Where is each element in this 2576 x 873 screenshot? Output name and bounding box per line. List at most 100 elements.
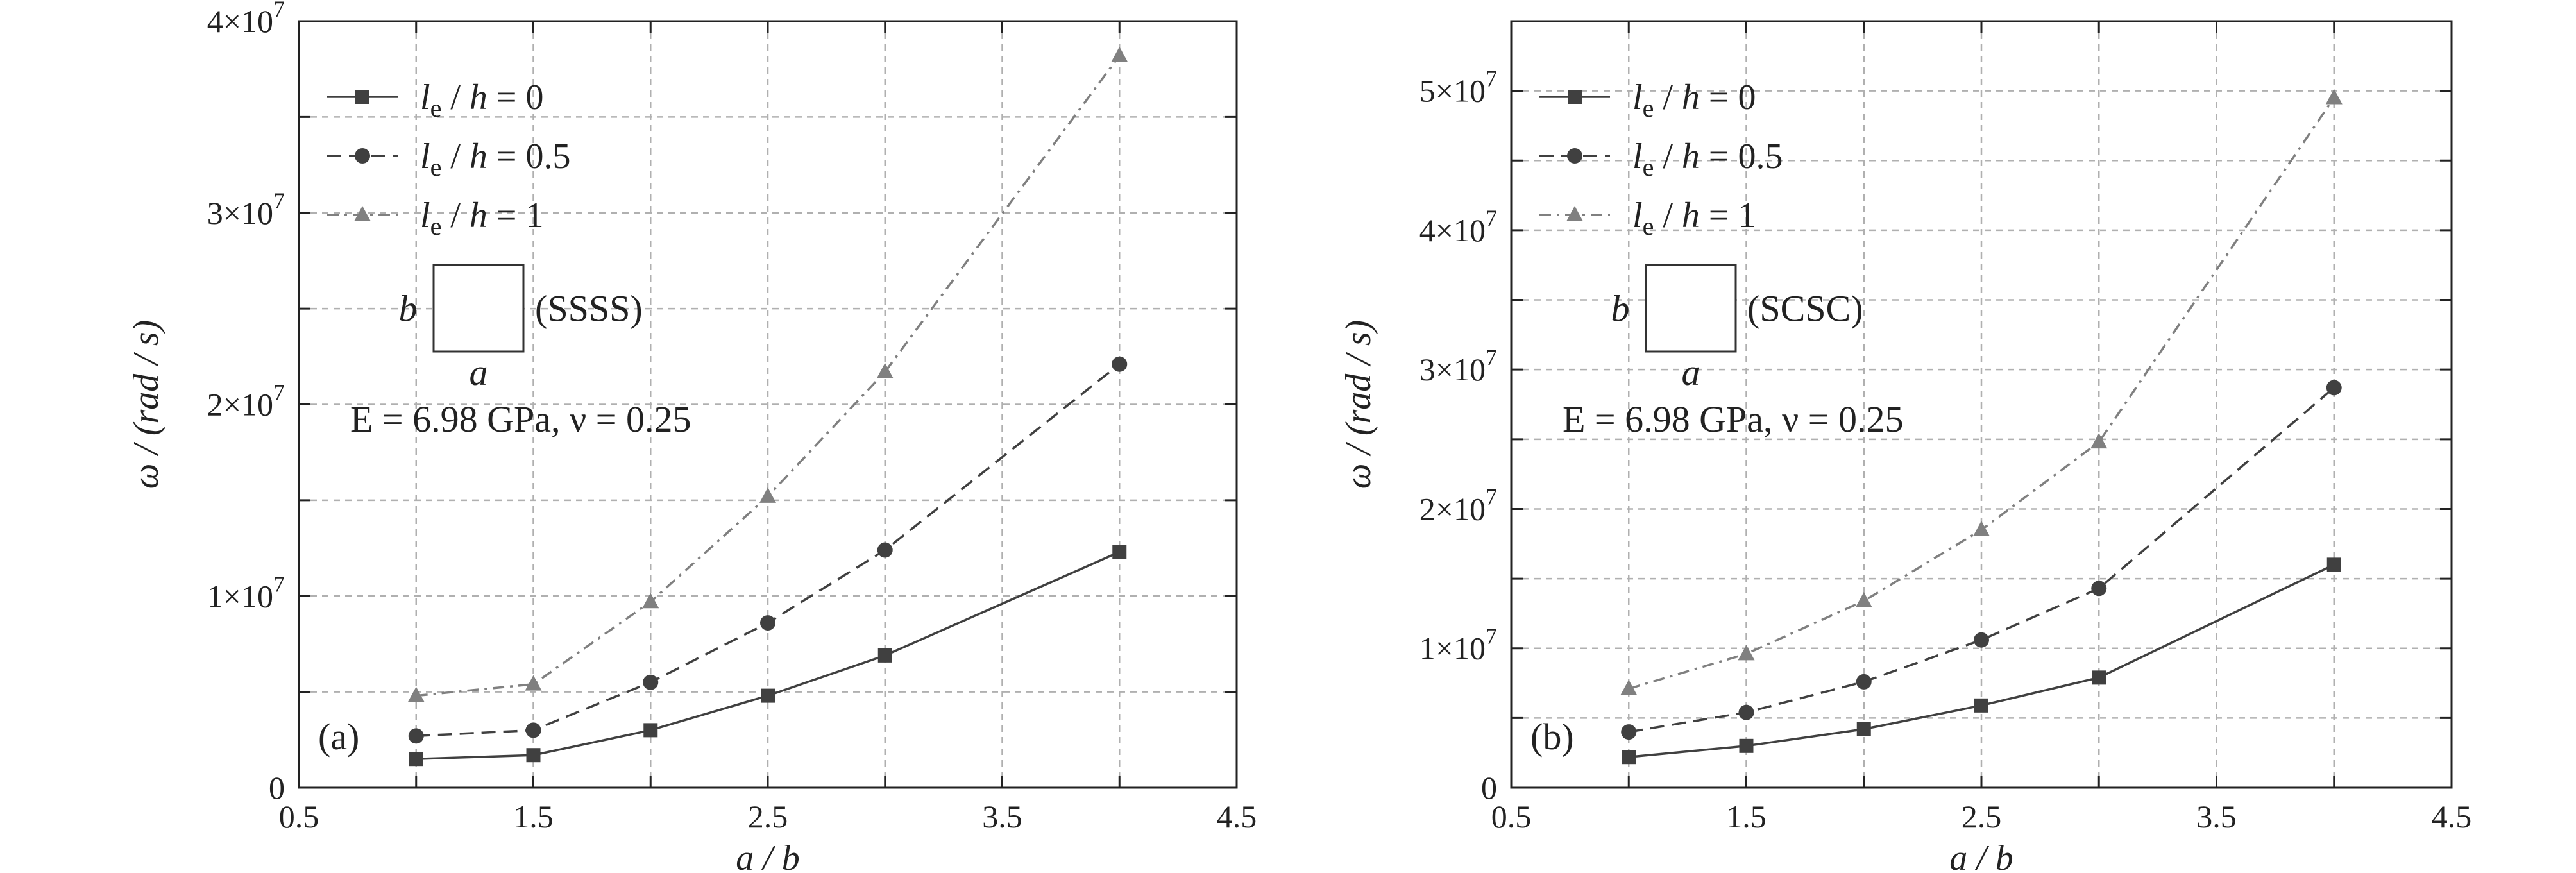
data-point	[876, 362, 894, 378]
x-axis-label: a / b	[736, 838, 800, 873]
y-tick-label: 3×107	[1419, 344, 1497, 387]
x-tick-label: 1.5	[1726, 799, 1767, 835]
data-point	[1738, 645, 1755, 661]
legend-label: le / h = 1	[1632, 196, 1756, 241]
legend-marker	[355, 90, 369, 104]
plate-side-a: a	[1682, 352, 1700, 393]
legend: le / h = 0 le / h = 0.5 le / h = 1	[1539, 78, 1783, 241]
plate-schematic	[432, 264, 525, 353]
y-tick-label: 3×107	[207, 188, 285, 231]
data-point	[409, 752, 423, 767]
data-point	[877, 648, 892, 663]
data-point	[1621, 724, 1637, 740]
legend-label: le / h = 0	[420, 78, 543, 123]
x-tick-label: 4.5	[1217, 799, 1257, 835]
series-line	[416, 55, 1121, 697]
plate-side-b: b	[1611, 288, 1630, 330]
data-point	[877, 542, 893, 558]
data-point	[1739, 738, 1754, 753]
series-line	[416, 550, 1120, 760]
series-2	[407, 46, 1128, 702]
series-line	[416, 363, 1121, 738]
plate-schematic	[1645, 264, 1737, 353]
legend-marker	[355, 148, 370, 164]
y-tick-label: 2×107	[207, 380, 285, 423]
legend-marker	[354, 206, 371, 221]
data-point	[526, 748, 541, 763]
data-point	[2091, 581, 2107, 597]
y-axis-label: ω / (rad / s)	[1339, 320, 1378, 489]
data-point	[525, 722, 541, 738]
ticks	[299, 21, 1237, 788]
y-axis-label: ω / (rad / s)	[126, 320, 166, 489]
y-tick-label: 2×107	[1419, 484, 1497, 527]
boundary-condition-label: (SSSS)	[535, 288, 643, 330]
x-tick-label: 2.5	[1962, 799, 2002, 835]
panel-label: (b)	[1530, 716, 1574, 758]
data-point	[525, 675, 542, 691]
data-point	[1112, 356, 1128, 372]
y-tick-label: 4×107	[207, 0, 285, 39]
series-line	[1628, 387, 2335, 733]
legend-label: le / h = 0	[1632, 78, 1756, 123]
series-2	[1620, 89, 2343, 695]
plate-side-b: b	[399, 288, 418, 330]
x-tick-label: 3.5	[2196, 799, 2237, 835]
data-point	[2092, 670, 2106, 685]
data-point	[1622, 750, 1636, 765]
grid	[1511, 21, 2452, 788]
data-point	[2326, 557, 2341, 572]
material-annotation: E = 6.98 GPa, ν = 0.25	[1563, 398, 1903, 440]
data-point	[2090, 433, 2108, 449]
x-tick-label: 0.5	[1491, 799, 1532, 835]
data-point	[761, 688, 775, 703]
y-tick-label: 5×107	[1419, 66, 1497, 109]
panel-label: (a)	[318, 716, 359, 758]
data-point	[643, 723, 658, 738]
data-point	[1738, 704, 1754, 720]
y-tick-label: 4×107	[1419, 205, 1497, 248]
x-tick-label: 3.5	[982, 799, 1022, 835]
data-point	[1620, 679, 1638, 695]
series-line	[1629, 563, 2335, 758]
data-point	[1111, 46, 1128, 62]
series-1	[1621, 380, 2342, 740]
data-point	[760, 615, 775, 631]
series-0	[1622, 557, 2341, 765]
legend-marker	[1566, 206, 1583, 221]
x-tick-label: 0.5	[279, 799, 319, 835]
data-point	[1855, 591, 1872, 607]
data-point	[1856, 674, 1872, 690]
data-point	[408, 728, 424, 744]
legend-marker	[1567, 148, 1582, 164]
y-tick-label: 0	[269, 770, 285, 806]
series-1	[408, 356, 1128, 744]
legend-marker	[1568, 90, 1582, 104]
data-point	[759, 487, 776, 503]
y-tick-label: 0	[1481, 770, 1497, 806]
legend: le / h = 0 le / h = 0.5 le / h = 1	[327, 78, 570, 241]
y-tick-label: 1×107	[1419, 623, 1497, 666]
y-tick-label: 1×107	[207, 571, 285, 614]
legend-label: le / h = 0.5	[1632, 137, 1783, 182]
data-point	[2326, 380, 2342, 396]
x-tick-label: 4.5	[2432, 799, 2472, 835]
ticks	[1511, 21, 2452, 788]
plate-side-a: a	[470, 352, 488, 393]
series-0	[409, 545, 1127, 767]
data-point	[1974, 632, 1989, 648]
data-point	[643, 674, 659, 690]
data-point	[642, 593, 659, 609]
x-axis-label: a / b	[1949, 838, 2013, 873]
data-point	[2325, 89, 2343, 105]
chart-panel-a: 0.5 1.5 2.5 3.5 4.5 0 1×107 2×107 3×107 4×107 a / …	[126, 0, 1257, 873]
data-point	[1973, 521, 1990, 537]
chart-panel-b: 0.5 1.5 2.5 3.5 4.5 0 1×107 2×107 3×107 4×107 5×10…	[1339, 20, 2472, 873]
x-tick-label: 1.5	[513, 799, 554, 835]
legend-label: le / h = 0.5	[420, 137, 570, 182]
data-point	[1112, 545, 1127, 559]
data-point	[1856, 722, 1871, 736]
data-point	[1974, 698, 1988, 713]
material-annotation: E = 6.98 GPa, ν = 0.25	[350, 398, 691, 440]
